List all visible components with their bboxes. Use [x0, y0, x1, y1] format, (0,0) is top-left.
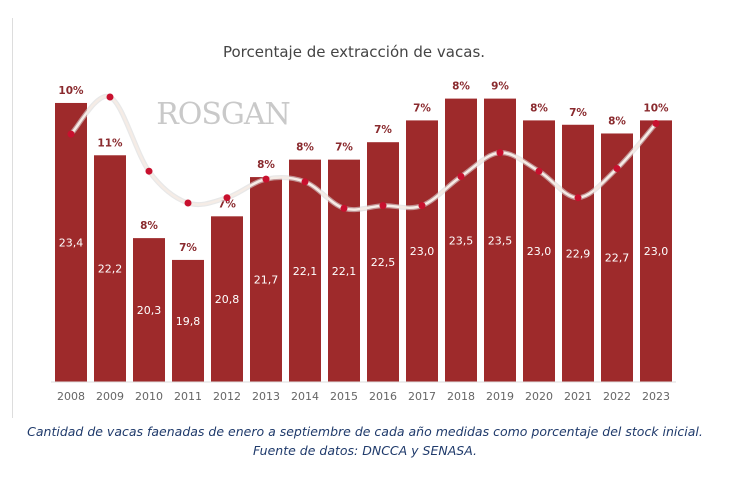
x-tick-label: 2022: [603, 390, 631, 403]
bar: [250, 177, 282, 382]
bar: [367, 142, 399, 382]
x-tick-label: 2016: [369, 390, 397, 403]
bar: [211, 216, 243, 382]
line-marker: [106, 93, 114, 101]
x-tick-label: 2018: [447, 390, 475, 403]
x-tick-label: 2012: [213, 390, 241, 403]
percent-label: 9%: [491, 81, 509, 93]
line-marker: [496, 149, 504, 157]
x-tick-label: 2013: [252, 390, 280, 403]
bar: [328, 159, 360, 382]
percent-label: 7%: [179, 242, 197, 254]
percent-label: 8%: [140, 220, 158, 232]
line-marker: [145, 167, 153, 175]
bar-value-label: 23,5: [488, 234, 513, 247]
chart-title: Porcentaje de extracción de vacas.: [223, 43, 485, 61]
x-tick-label: 2019: [486, 390, 514, 403]
bar-value-label: 20,8: [215, 293, 240, 306]
percent-label: 11%: [97, 137, 123, 149]
percent-label: 7%: [413, 102, 431, 114]
bar: [55, 102, 87, 383]
x-tick-label: 2010: [135, 390, 163, 403]
caption-description: Cantidad de vacas faenadas de enero a se…: [27, 424, 703, 439]
line-marker: [301, 178, 309, 186]
line-marker: [262, 175, 270, 183]
percent-label: 7%: [374, 124, 392, 136]
bar-value-label: 20,3: [137, 304, 162, 317]
x-tick-label: 2015: [330, 390, 358, 403]
bar-value-label: 22,2: [98, 263, 123, 276]
bar: [601, 133, 633, 382]
line-marker: [67, 130, 75, 138]
bar-value-label: 19,8: [176, 315, 201, 328]
line-marker: [184, 199, 192, 207]
x-tick-label: 2009: [96, 390, 124, 403]
bar: [445, 98, 477, 382]
line-marker: [379, 202, 387, 210]
x-tick-label: 2014: [291, 390, 319, 403]
line-marker: [223, 194, 231, 202]
bar: [562, 124, 594, 382]
bar-value-label: 22,1: [293, 265, 318, 278]
percent-label: 8%: [257, 159, 275, 171]
line-marker: [418, 202, 426, 210]
bar: [289, 159, 321, 382]
bar-line-chart: Porcentaje de extracción de vacas. ROSGAN…: [51, 43, 676, 403]
bar-value-label: 23,0: [644, 245, 669, 258]
percent-label: 7%: [569, 107, 587, 119]
x-tick-label: 2023: [642, 390, 670, 403]
extraction-line: [70, 95, 657, 211]
bar-value-label: 22,1: [332, 265, 357, 278]
bar-value-label: 22,5: [371, 256, 396, 269]
line-marker: [652, 120, 660, 127]
bar-value-label: 22,7: [605, 252, 630, 265]
bar-value-label: 23,4: [59, 236, 84, 249]
percent-label: 8%: [530, 102, 548, 114]
bar: [484, 98, 516, 382]
bar-value-label: 22,9: [566, 247, 591, 260]
percent-label: 8%: [296, 142, 314, 154]
x-tick-label: 2021: [564, 390, 592, 403]
line-marker: [613, 165, 621, 173]
chart-panel: Porcentaje de extracción de vacas. ROSGAN…: [12, 18, 719, 418]
bar-value-label: 21,7: [254, 274, 279, 287]
bar-value-label: 23,5: [449, 234, 474, 247]
percent-label: 7%: [335, 142, 353, 154]
x-tick-label: 2008: [57, 390, 85, 403]
line-marker: [535, 167, 543, 175]
line-marker: [574, 194, 582, 202]
percent-label: 10%: [58, 85, 84, 97]
bar-value-label: 23,0: [527, 245, 552, 258]
x-tick-label: 2017: [408, 390, 436, 403]
x-tick-label: 2011: [174, 390, 202, 403]
bar: [172, 259, 204, 382]
bar: [94, 155, 126, 382]
percent-label: 10%: [643, 102, 669, 114]
percent-label: 8%: [608, 115, 626, 127]
percent-label: 8%: [452, 81, 470, 93]
bar: [133, 238, 165, 382]
bar-value-label: 23,0: [410, 245, 435, 258]
x-tick-label: 2020: [525, 390, 553, 403]
line-marker: [340, 204, 348, 212]
bar: [640, 120, 672, 383]
line-marker: [457, 173, 465, 180]
caption-source: Fuente de datos: DNCCA y SENASA.: [253, 443, 477, 458]
watermark-logo: ROSGAN: [156, 97, 290, 132]
bar: [406, 120, 438, 383]
